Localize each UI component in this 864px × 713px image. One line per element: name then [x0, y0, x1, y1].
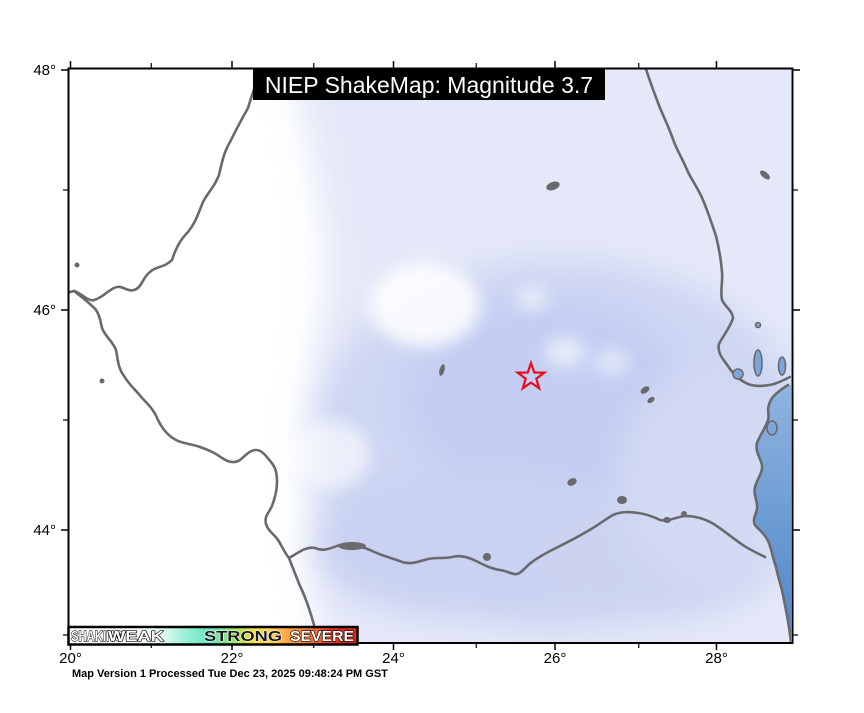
map-version-caption: Map Version 1 Processed Tue Dec 23, 2025…	[72, 668, 388, 680]
x-axis-label-24: 24°	[382, 650, 405, 667]
legend-label-weak: WEAK	[108, 628, 164, 645]
shakemap-intensity-layer	[290, 69, 791, 642]
border-northwest	[69, 69, 263, 302]
title-box	[253, 69, 605, 100]
intensity-legend-bar: SHAKING WEAK STRONG SEVERE	[67, 625, 359, 646]
y-axis-label-46: 46°	[33, 302, 56, 319]
x-axis-label-20: 20°	[59, 650, 82, 667]
y-axis-label-48: 48°	[33, 62, 56, 79]
black-sea	[753, 385, 791, 642]
x-axis-label-22: 22°	[221, 650, 244, 667]
border-southwest	[72, 289, 320, 642]
island-dots	[74, 170, 770, 561]
legend-label-shaking: SHAKING	[71, 628, 123, 645]
major-ticks	[61, 61, 800, 650]
legend-label-strong: STRONG	[204, 628, 282, 645]
x-axis-label-28: 28°	[705, 650, 728, 667]
intensity-light-patches	[290, 263, 629, 490]
epicenter-star-icon	[514, 359, 548, 392]
coastline	[752, 383, 791, 642]
map-title: NIEP ShakeMap: Magnitude 3.7	[265, 72, 593, 98]
map-frame	[67, 67, 794, 644]
legend-label-severe: SEVERE	[290, 628, 354, 645]
border-northeast	[644, 69, 791, 388]
lakes	[732, 321, 787, 436]
y-axis-label-44: 44°	[33, 522, 56, 539]
x-axis-label-26: 26°	[544, 650, 567, 667]
